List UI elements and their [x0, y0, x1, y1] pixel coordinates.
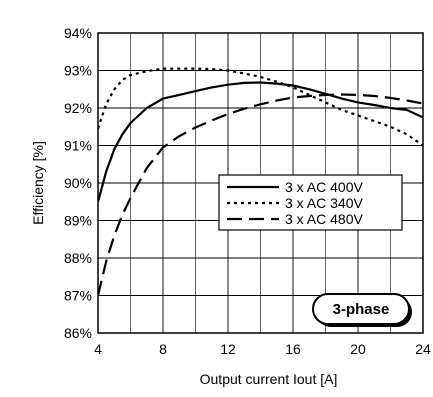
- badge-label: 3-phase: [333, 301, 390, 318]
- plot-frame: [97, 32, 424, 334]
- x-tick-label: 20: [350, 341, 366, 357]
- y-tick-label: 93%: [64, 63, 92, 79]
- legend-label-1: 3 x AC 400V: [285, 179, 363, 195]
- x-tick-label: 4: [94, 341, 102, 357]
- series-layer: [98, 67, 423, 296]
- x-tick-label: 12: [220, 341, 236, 357]
- y-tick-label: 90%: [64, 175, 92, 191]
- x-axis-label: Output current Iout [A]: [200, 371, 338, 387]
- tick-labels: 86% 87% 88% 89% 90% 91% 92% 93% 94% 4 8 12 16 20 24: [64, 25, 431, 357]
- y-tick-label: 92%: [64, 100, 92, 116]
- y-axis-label: Efficiency [%]: [30, 141, 46, 225]
- series-line-1: [98, 81, 423, 203]
- x-tick-label: 24: [415, 341, 431, 357]
- y-tick-label: 91%: [64, 138, 92, 154]
- y-tick-label: 88%: [64, 250, 92, 266]
- y-tick-label: 89%: [64, 213, 92, 229]
- phase-badge: 3-phase: [312, 293, 412, 327]
- y-tick-label: 87%: [64, 288, 92, 304]
- series-line-3: [98, 93, 423, 296]
- legend-label-3: 3 x AC 480V: [285, 211, 363, 227]
- badge-box: [312, 293, 410, 325]
- legend-label-2: 3 x AC 340V: [285, 195, 363, 211]
- x-tick-label: 8: [159, 341, 167, 357]
- y-tick-label: 86%: [64, 325, 92, 341]
- y-tick-label: 94%: [64, 25, 92, 41]
- x-tick-label: 16: [285, 341, 301, 357]
